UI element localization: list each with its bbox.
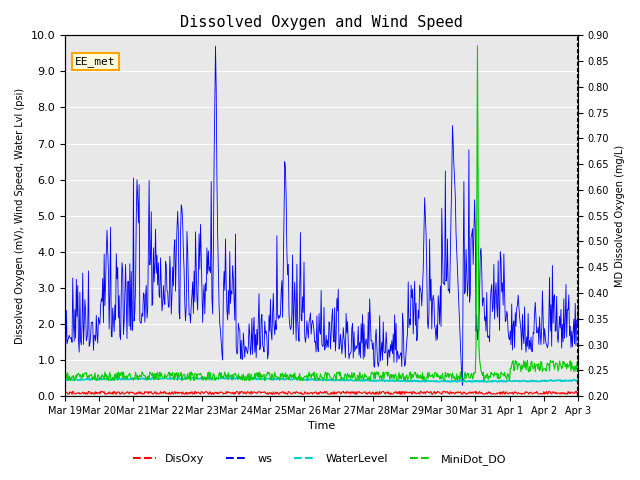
Y-axis label: MD Dissolved Oxygen (mg/L): MD Dissolved Oxygen (mg/L) xyxy=(615,144,625,287)
Legend: DisOxy, ws, WaterLevel, MiniDot_DO: DisOxy, ws, WaterLevel, MiniDot_DO xyxy=(129,450,511,469)
Title: Dissolved Oxygen and Wind Speed: Dissolved Oxygen and Wind Speed xyxy=(180,15,463,30)
Text: EE_met: EE_met xyxy=(75,56,116,67)
X-axis label: Time: Time xyxy=(308,421,335,432)
Y-axis label: Dissolved Oxygen (mV), Wind Speed, Water Lvl (psi): Dissolved Oxygen (mV), Wind Speed, Water… xyxy=(15,88,25,344)
